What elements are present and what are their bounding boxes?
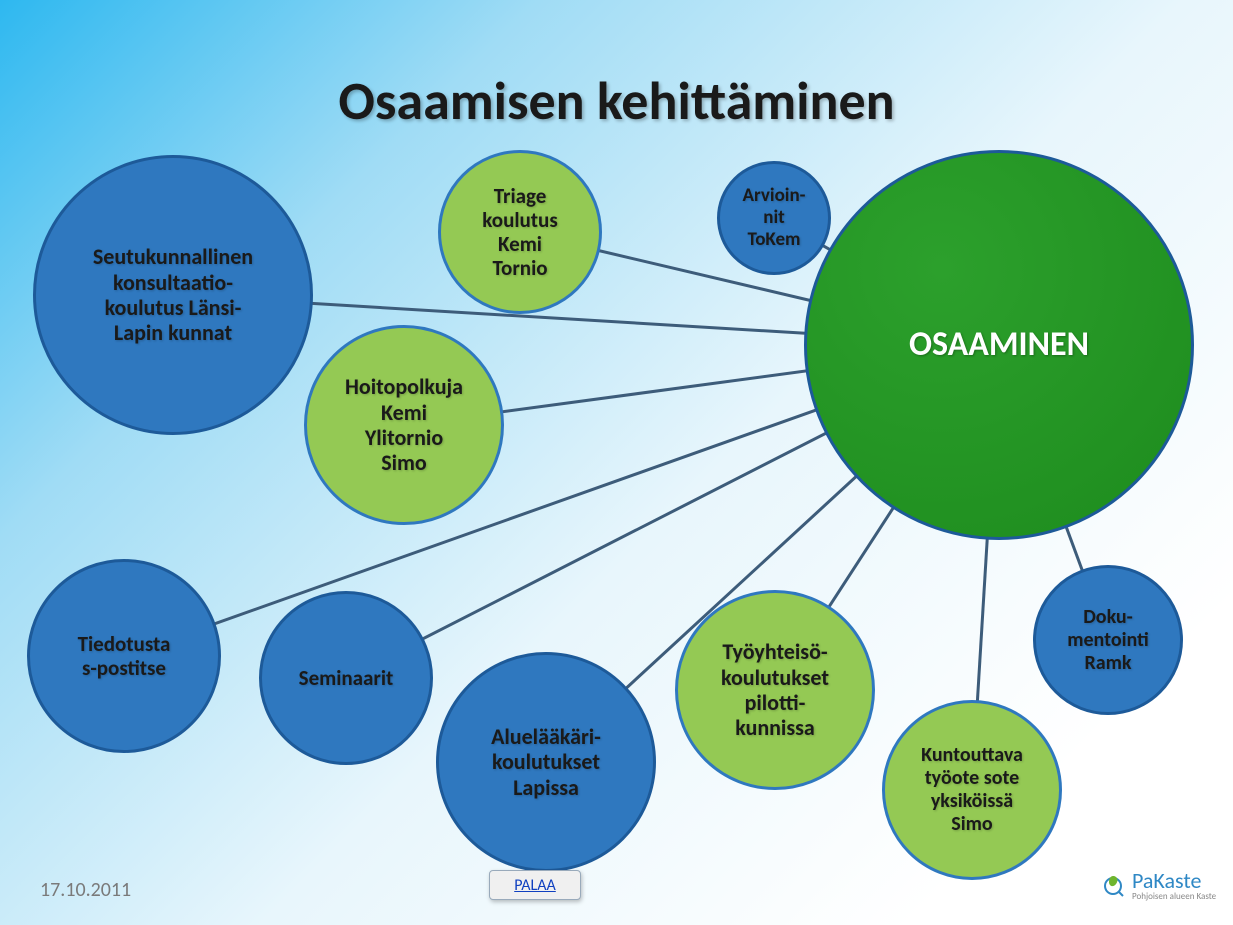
node-label: Kuntouttava työote sote yksiköissä Simo — [921, 744, 1023, 836]
node-seutukunnallinen: Seutukunnallinen konsultaatio- koulutus … — [33, 155, 313, 435]
logo: PaKaste Pohjoisen alueen Kaste — [1100, 870, 1216, 901]
node-osaaminen: OSAAMINEN — [804, 150, 1194, 540]
node-label: Seutukunnallinen konsultaatio- koulutus … — [93, 244, 253, 345]
slide-date: 17.10.2011 — [40, 878, 131, 902]
logo-tagline: Pohjoisen alueen Kaste — [1132, 892, 1216, 901]
node-kuntouttava: Kuntouttava työote sote yksiköissä Simo — [882, 700, 1062, 880]
node-label: Tiedotusta s-postitse — [78, 632, 171, 680]
node-seminaarit: Seminaarit — [259, 591, 433, 765]
node-triage: Triage koulutus Kemi Tornio — [438, 150, 602, 314]
node-label: Seminaarit — [299, 666, 394, 690]
node-label: Triage koulutus Kemi Tornio — [482, 184, 557, 281]
palaa-button[interactable]: PALAA — [489, 870, 581, 900]
node-arvioinnit: Arvioin- nit ToKem — [717, 161, 831, 275]
node-label: Hoitopolkuja Kemi Ylitornio Simo — [345, 374, 463, 475]
node-aluelaakari: Aluelääkäri- koulutukset Lapissa — [436, 652, 656, 872]
node-label: Työyhteisö- koulutukset pilotti- kunniss… — [721, 639, 829, 740]
node-tyoyhteiso: Työyhteisö- koulutukset pilotti- kunniss… — [675, 590, 875, 790]
node-tiedotusta: Tiedotusta s-postitse — [27, 559, 221, 753]
page-title: Osaamisen kehittäminen — [338, 68, 894, 134]
node-hoitopolkuja: Hoitopolkuja Kemi Ylitornio Simo — [304, 325, 504, 525]
node-label: OSAAMINEN — [909, 325, 1089, 364]
logo-brand: PaKaste — [1132, 870, 1216, 892]
logo-icon — [1100, 873, 1126, 899]
node-label: Aluelääkäri- koulutukset Lapissa — [491, 724, 601, 800]
node-label: Arvioin- nit ToKem — [743, 185, 806, 251]
node-label: Doku- mentointi Ramk — [1067, 606, 1149, 675]
node-dokumentointi: Doku- mentointi Ramk — [1033, 565, 1183, 715]
